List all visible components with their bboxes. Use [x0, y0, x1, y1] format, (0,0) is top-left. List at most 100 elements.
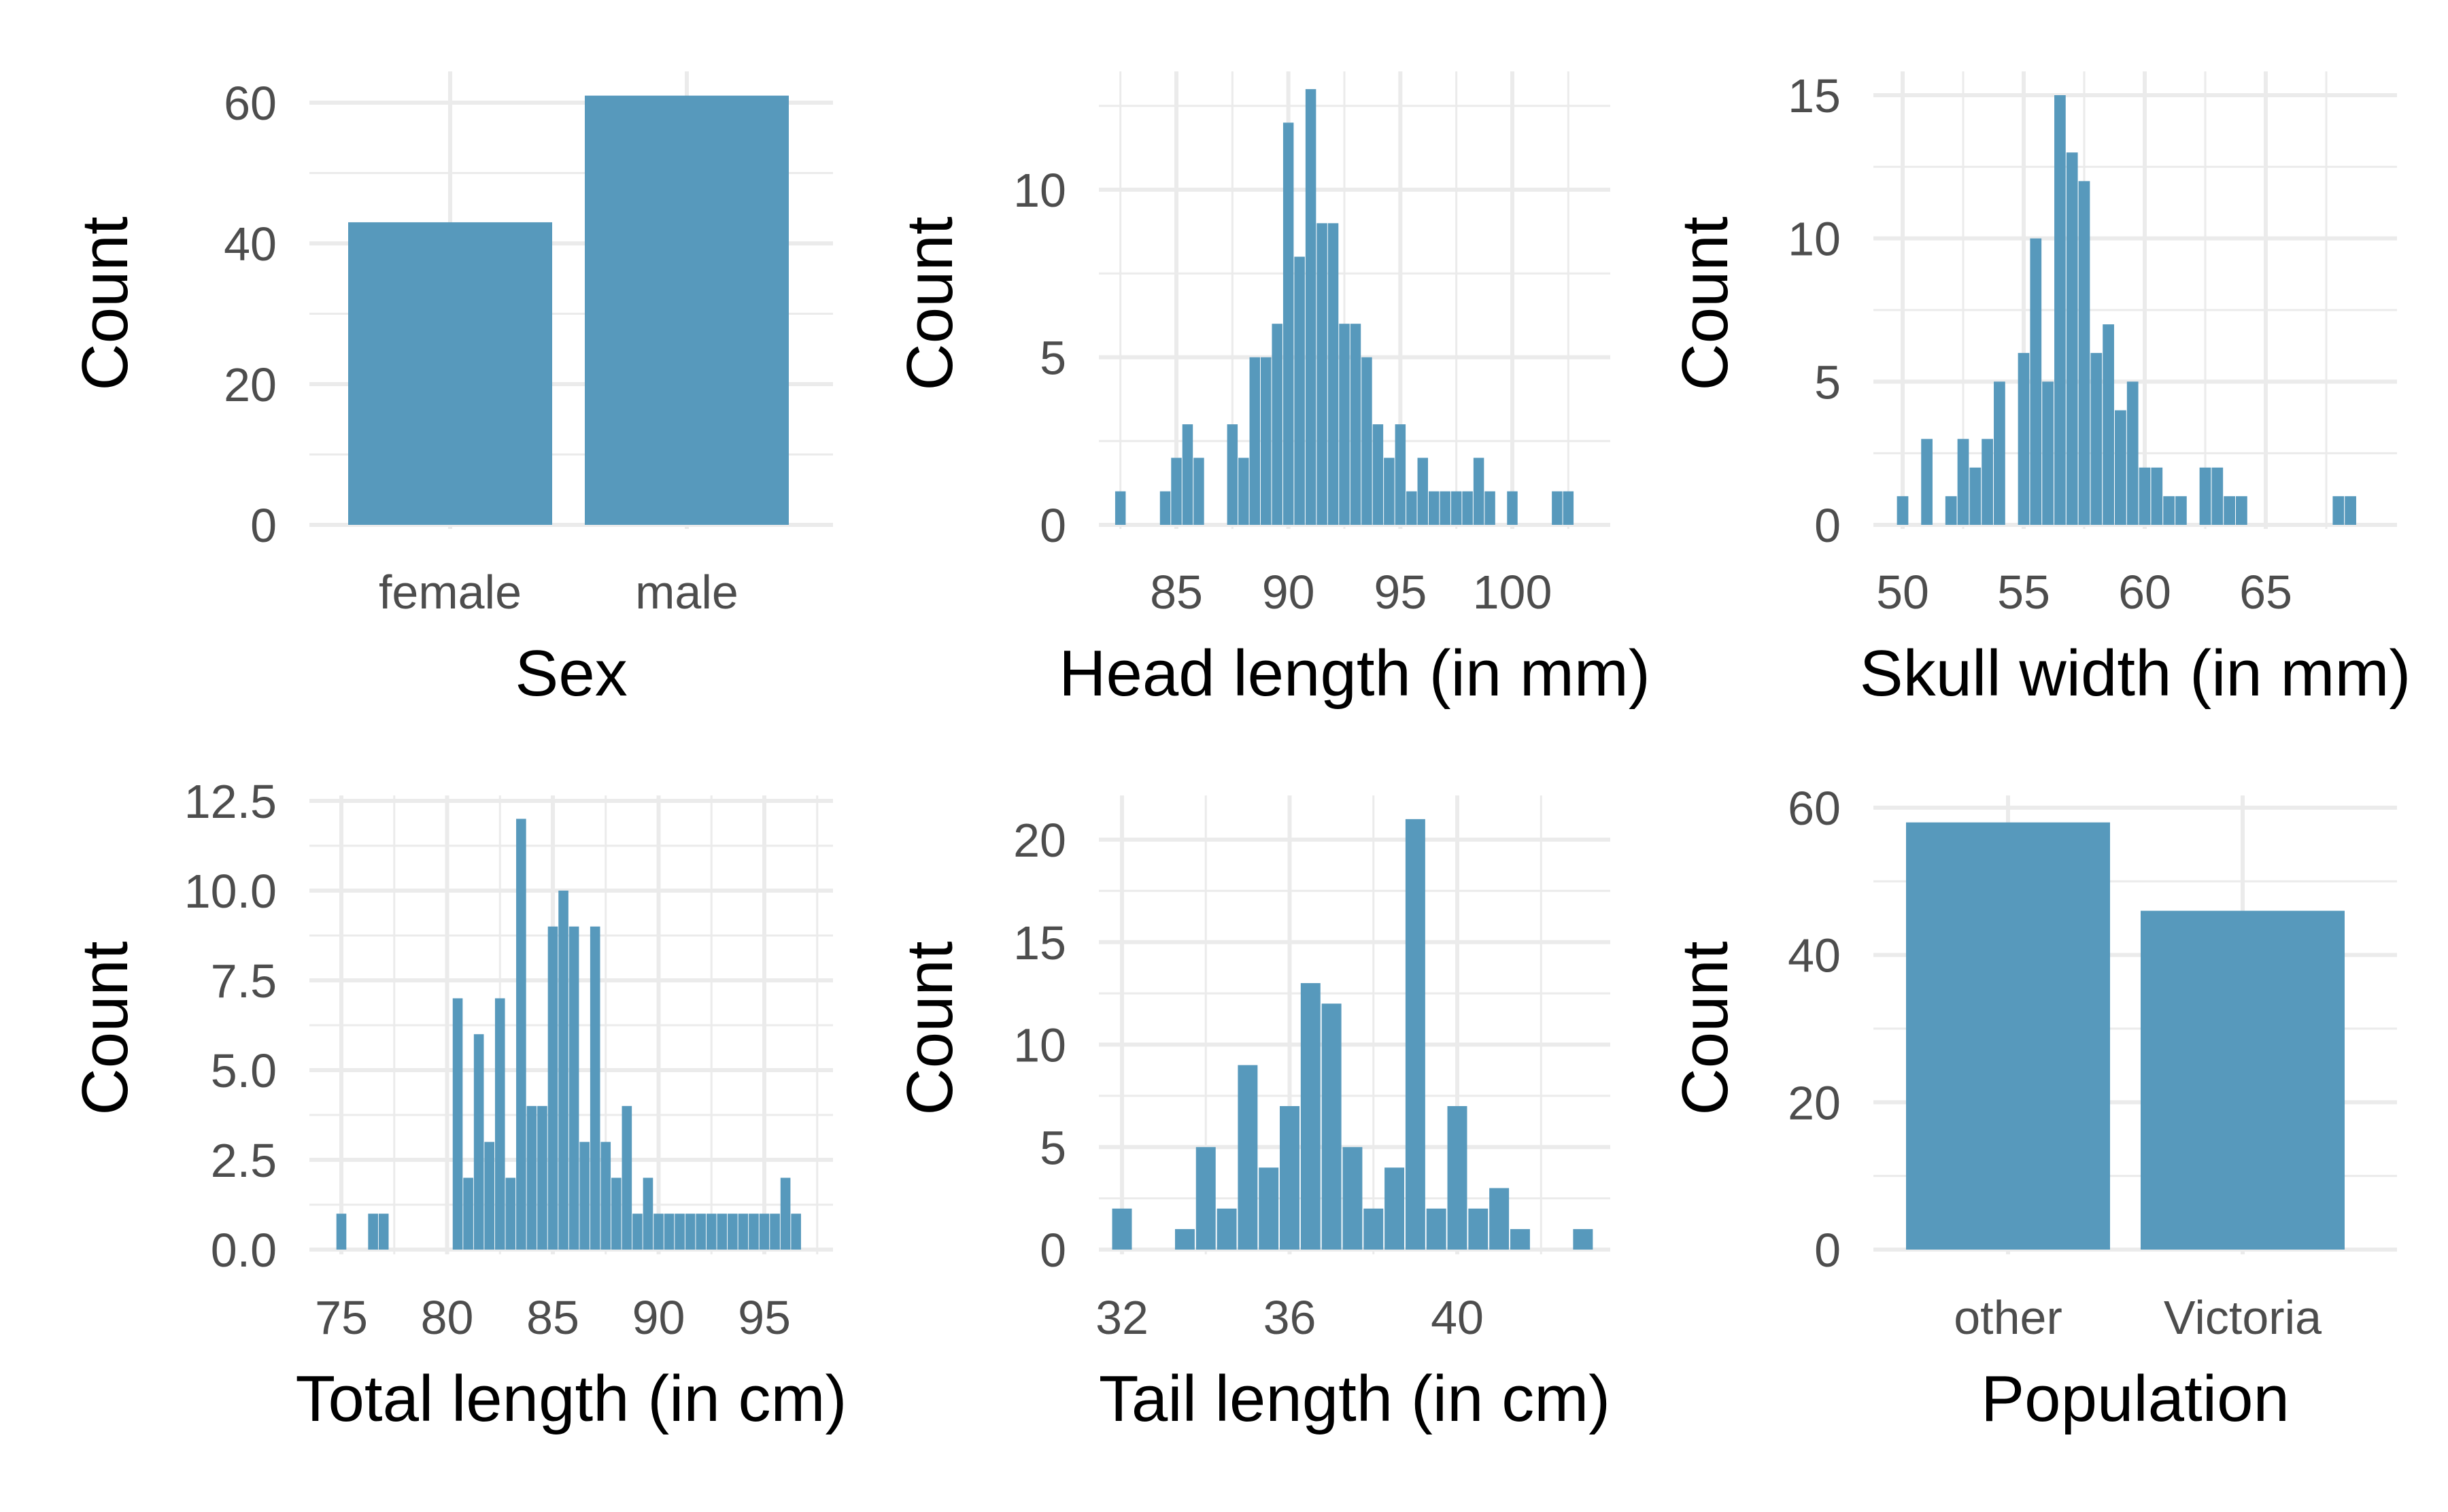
- y-tick-label: 10: [1788, 213, 1841, 266]
- histogram-bar: [1507, 491, 1518, 525]
- histogram-bar: [1195, 1147, 1216, 1250]
- histogram-bar: [1282, 122, 1294, 525]
- histogram-bar: [1994, 381, 2005, 525]
- histogram-bar: [2103, 324, 2114, 525]
- histogram-bar: [664, 1214, 675, 1250]
- y-tick-label: 12.5: [184, 775, 277, 828]
- y-tick-label: 10: [1013, 1019, 1066, 1072]
- bars: [1115, 89, 1574, 526]
- tail-length-histogram: 32 36 40 0 5 10 15 20 Tail length (in cm) Count: [894, 795, 1610, 1435]
- histogram-bar: [780, 1178, 791, 1250]
- x-tick-label: 75: [315, 1291, 368, 1344]
- histogram-bar: [2042, 381, 2054, 525]
- x-tick-label: other: [1954, 1291, 2062, 1344]
- tick-labels: 75 80 85 90 95 0.0 2.5 5.0 7.5 10.0 12.5: [184, 775, 791, 1344]
- histogram-bar: [1238, 458, 1249, 525]
- histogram-bar: [1227, 424, 1238, 525]
- histogram-bar: [2066, 152, 2078, 525]
- x-tick-label: 95: [738, 1291, 791, 1344]
- y-axis-title: Count: [69, 941, 141, 1115]
- histogram-bar: [1238, 1065, 1258, 1250]
- y-tick-label: 40: [224, 218, 277, 271]
- histogram-bar: [1473, 458, 1484, 525]
- x-tick-label: Victoria: [2164, 1291, 2322, 1344]
- x-tick-label: 85: [1150, 566, 1203, 619]
- histogram-bar: [558, 891, 568, 1250]
- histogram-bar: [749, 1214, 759, 1250]
- histogram-bar: [1468, 1208, 1489, 1250]
- y-axis-title: Count: [1669, 941, 1741, 1115]
- histogram-bar: [696, 1214, 707, 1250]
- y-tick-label: 5.0: [211, 1044, 277, 1097]
- histogram-bar: [1350, 324, 1361, 525]
- histogram-bar: [1363, 1208, 1384, 1250]
- x-tick-label: 55: [1997, 566, 2050, 619]
- y-tick-label: 5: [1040, 1121, 1066, 1174]
- histogram-bar: [1260, 357, 1272, 525]
- histogram-bar: [590, 926, 600, 1250]
- bars: [1897, 95, 2356, 525]
- histogram-bar: [2115, 410, 2126, 525]
- histogram-bar: [759, 1214, 770, 1250]
- y-tick-label: 0: [1814, 499, 1841, 552]
- tick-labels: 32 36 40 0 5 10 15 20: [1013, 814, 1484, 1344]
- histogram-bar: [2224, 496, 2235, 525]
- histogram-bar: [1406, 491, 1417, 525]
- histogram-bar: [685, 1214, 696, 1250]
- histogram-bar: [1372, 424, 1384, 525]
- y-tick-label: 20: [1788, 1076, 1841, 1129]
- y-tick-label: 5: [1814, 356, 1841, 409]
- histogram-bar: [1573, 1228, 1593, 1250]
- x-tick-label: 95: [1374, 566, 1427, 619]
- total-length-histogram: 75 80 85 90 95 0.0 2.5 5.0 7.5 10.0 12.5 Total leng…: [69, 775, 847, 1435]
- histogram-bar: [632, 1214, 643, 1250]
- histogram-bar: [568, 926, 579, 1250]
- histogram-bar: [1361, 357, 1372, 525]
- histogram-bar: [1159, 491, 1171, 525]
- bars: [1906, 822, 2345, 1250]
- histogram-bar: [505, 1178, 516, 1250]
- histogram-bar: [2126, 381, 2139, 525]
- histogram-bar: [2175, 496, 2187, 525]
- histogram-bar: [2211, 467, 2224, 525]
- histogram-bar: [1321, 1003, 1342, 1250]
- x-axis-title: Head length (in mm): [1059, 637, 1650, 710]
- tick-labels: other Victoria 0 20 40 60: [1788, 782, 2322, 1344]
- histogram-bar: [600, 1141, 611, 1250]
- histogram-bar: [2236, 496, 2247, 525]
- histogram-bar: [1171, 458, 1182, 525]
- tick-labels: 85 90 95 100 0 5 10: [1013, 164, 1552, 619]
- histogram-bar: [1342, 1147, 1363, 1250]
- histogram-bar: [2018, 353, 2030, 525]
- tick-labels: female male 0 20 40 60: [224, 77, 738, 619]
- histogram-bar: [1249, 357, 1261, 525]
- histogram-bar: [336, 1214, 347, 1250]
- x-axis-title: Skull width (in mm): [1860, 637, 2411, 710]
- sex-bar-chart: female male 0 20 40 60 Sex Count: [69, 71, 833, 710]
- histogram-bar: [2030, 238, 2042, 525]
- y-tick-label: 0: [1040, 499, 1066, 552]
- y-tick-label: 10: [1013, 164, 1066, 217]
- histogram-bar: [1405, 819, 1425, 1250]
- histogram-bar: [1305, 89, 1316, 526]
- x-tick-label: 36: [1263, 1291, 1316, 1344]
- histogram-bar: [452, 998, 463, 1250]
- histogram-bar: [643, 1178, 653, 1250]
- y-tick-label: 60: [224, 77, 277, 130]
- x-tick-label: female: [379, 566, 522, 619]
- bar-other: [1906, 822, 2110, 1250]
- histogram-bar: [537, 1105, 547, 1250]
- histogram-bar: [1193, 458, 1204, 525]
- histogram-bar: [2090, 353, 2103, 525]
- histogram-bar: [1447, 1105, 1467, 1250]
- histogram-bar: [706, 1214, 717, 1250]
- histogram-bar: [1272, 324, 1282, 525]
- histogram-bar: [1115, 491, 1126, 525]
- histogram-bar: [526, 1105, 537, 1250]
- histogram-bar: [2163, 496, 2175, 525]
- histogram-bar: [2078, 181, 2090, 525]
- histogram-bar: [1982, 439, 1993, 525]
- histogram-bar: [1294, 256, 1305, 525]
- histogram-bar: [611, 1178, 622, 1250]
- histogram-bar: [368, 1214, 378, 1250]
